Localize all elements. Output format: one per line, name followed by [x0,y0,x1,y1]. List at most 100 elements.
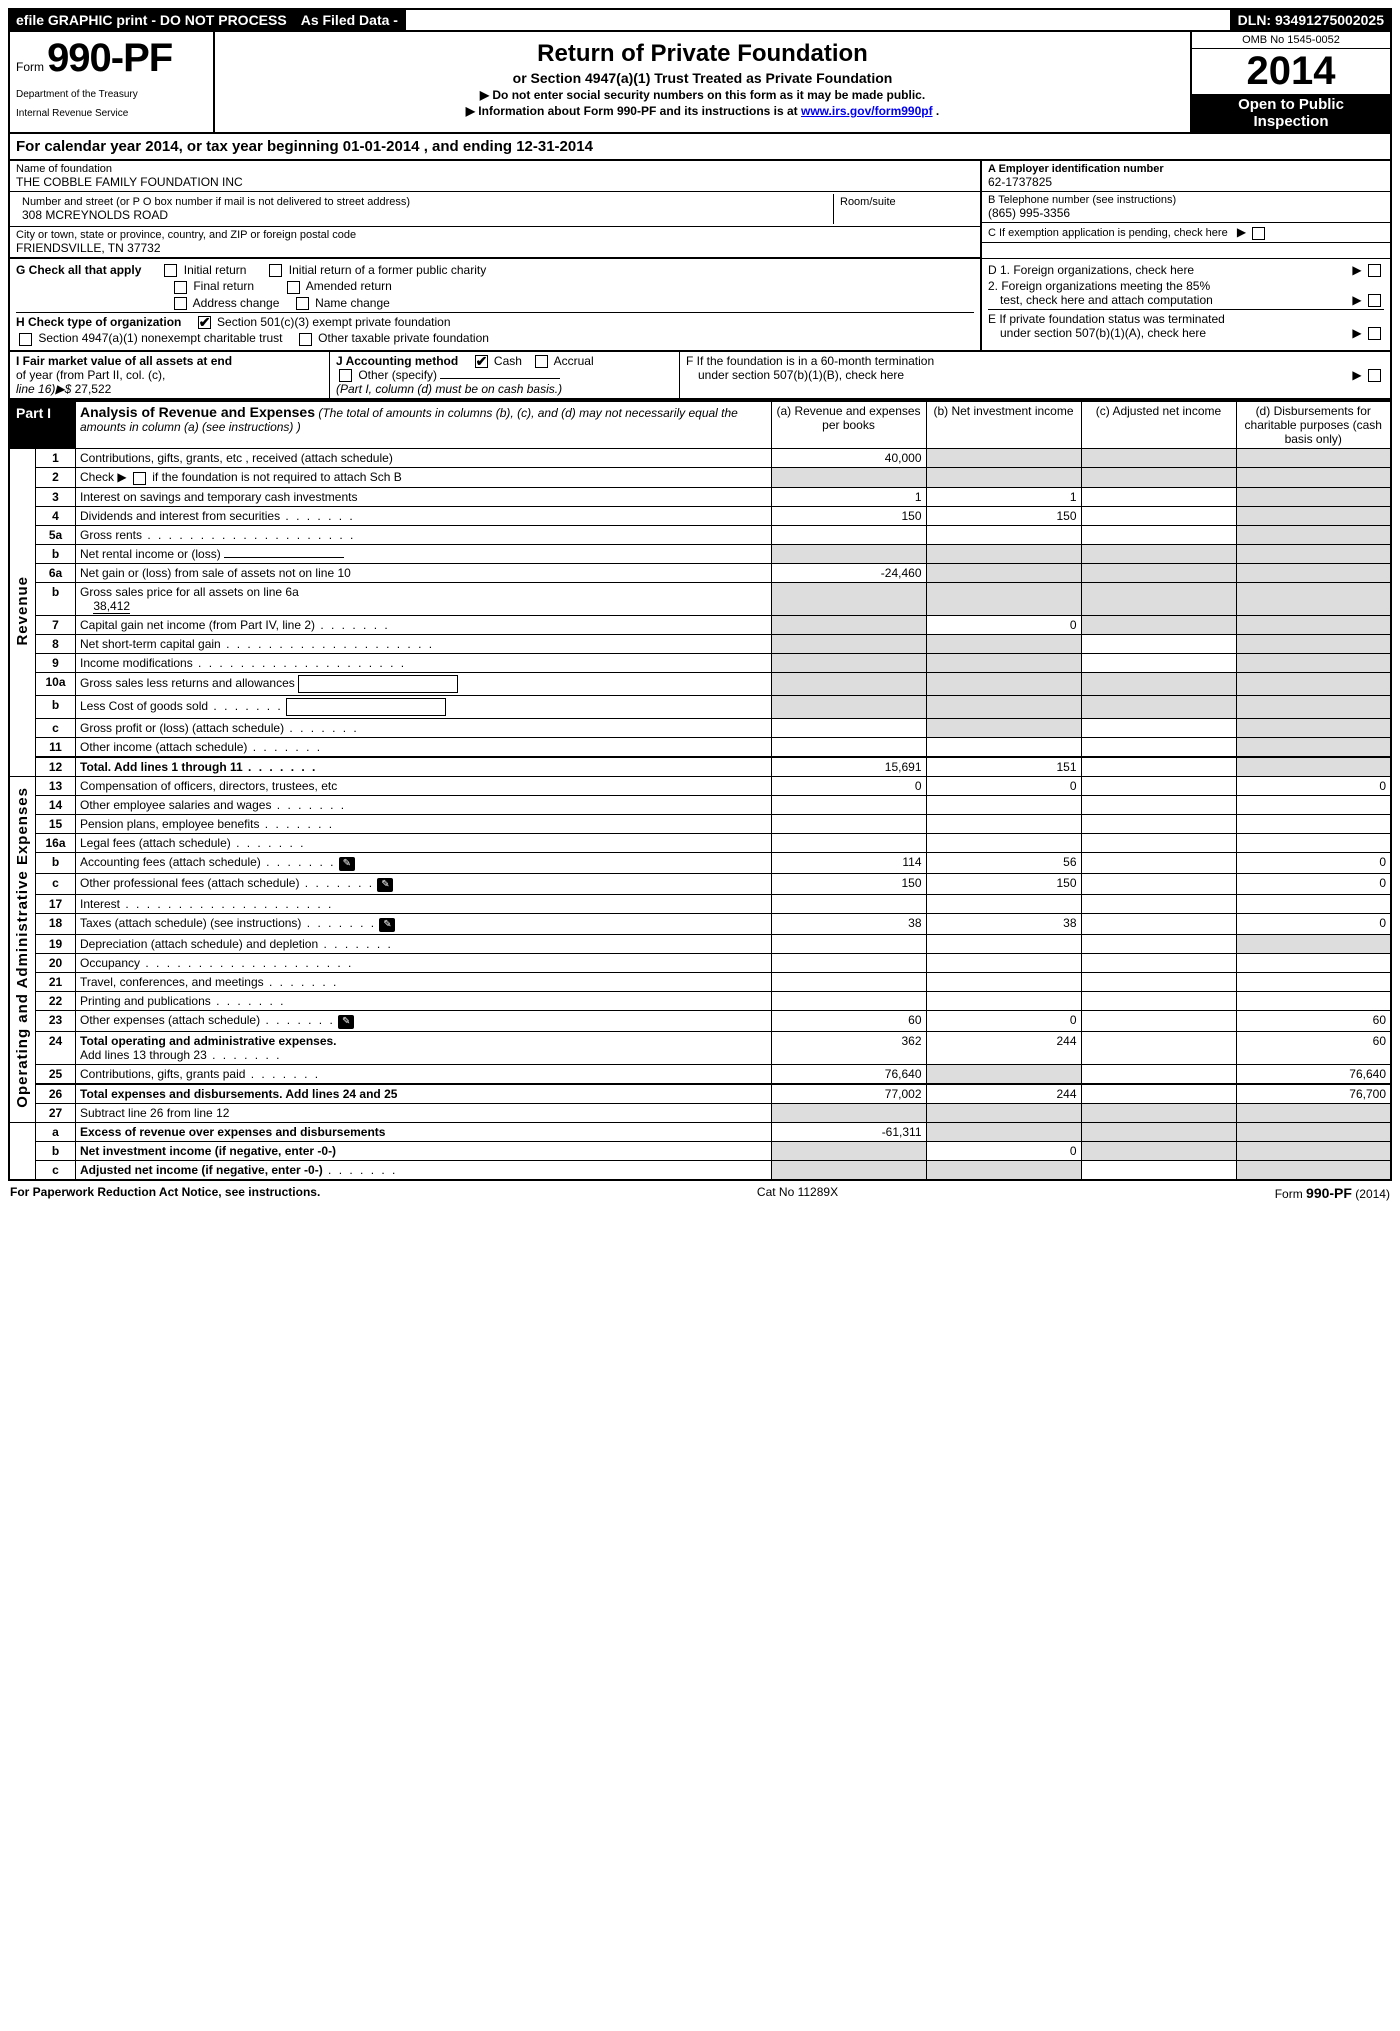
col-b-header: (b) Net investment income [926,401,1081,449]
line-19: 19Depreciation (attach schedule) and dep… [9,934,1391,953]
line-2: 2 Check ▶ if the foundation is not requi… [9,468,1391,487]
line-17: 17Interest [9,894,1391,913]
checkbox-e[interactable] [1368,327,1381,340]
form-subtitle: or Section 4947(a)(1) Trust Treated as P… [221,70,1184,86]
city-row: City or town, state or province, country… [10,227,980,258]
section-f: F If the foundation is in a 60-month ter… [680,352,1390,399]
col-d-header: (d) Disbursements for charitable purpose… [1236,401,1391,449]
line-7: 7Capital gain net income (from Part IV, … [9,615,1391,634]
line-6a: 6aNet gain or (loss) from sale of assets… [9,563,1391,582]
section-j: J Accounting method Cash Accrual Other (… [330,352,680,399]
col-c-header: (c) Adjusted net income [1081,401,1236,449]
tax-year: 2014 [1192,49,1390,94]
top-bar: efile GRAPHIC print - DO NOT PROCESS As … [8,8,1392,32]
dln-label: DLN: 93491275002025 [1232,10,1390,30]
section-i: I Fair market value of all assets at end… [10,352,330,399]
line-26: 26Total expenses and disbursements. Add … [9,1084,1391,1104]
line-12: 12Total. Add lines 1 through 11 15,69115… [9,757,1391,777]
line-13: Operating and Administrative Expenses 13… [9,776,1391,795]
attachment-icon[interactable]: ✎ [339,857,355,871]
ssn-warning: ▶ Do not enter social security numbers o… [221,88,1184,102]
g-row: G Check all that apply Initial return In… [16,263,974,277]
page-footer: For Paperwork Reduction Act Notice, see … [8,1181,1392,1205]
d2-row: 2. Foreign organizations meeting the 85%… [988,279,1384,307]
line-16c: cOther professional fees (attach schedul… [9,873,1391,894]
checkbox-other-taxable[interactable] [299,333,312,346]
attachment-icon[interactable]: ✎ [338,1015,354,1029]
checkbox-cash[interactable] [475,355,488,368]
info-line: ▶ Information about Form 990-PF and its … [221,104,1184,118]
header-right: OMB No 1545-0052 2014 Open to Public Ins… [1190,32,1390,132]
line-24: 24Total operating and administrative exp… [9,1031,1391,1064]
checkbox-address[interactable] [174,297,187,310]
attachment-icon[interactable]: ✎ [379,918,395,932]
checkbox-d2[interactable] [1368,294,1381,307]
line-5a: 5aGross rents [9,525,1391,544]
form-title: Return of Private Foundation [221,40,1184,68]
checkbox-initial-former[interactable] [269,264,282,277]
line-8: 8Net short-term capital gain [9,634,1391,653]
footer-right: Form 990-PF (2014) [1275,1185,1390,1201]
check-section-gh: G Check all that apply Initial return In… [8,258,1392,352]
form-prefix: Form [16,60,44,74]
line-9: 9Income modifications [9,653,1391,672]
part1-label: Part I [9,401,76,449]
checkbox-f[interactable] [1368,369,1381,382]
checkbox-4947[interactable] [19,333,32,346]
checkbox-amended[interactable] [287,281,300,294]
part1-header-row: Part I Analysis of Revenue and Expenses … [9,401,1391,449]
line-22: 22Printing and publications [9,991,1391,1010]
dept-treasury: Department of the Treasury [16,89,207,100]
entity-block: Name of foundation THE COBBLE FAMILY FOU… [8,161,1392,258]
expenses-side-label: Operating and Administrative Expenses [9,776,36,1122]
line-21: 21Travel, conferences, and meetings [9,972,1391,991]
form-number: 990-PF [47,36,172,80]
footer-left: For Paperwork Reduction Act Notice, see … [10,1185,320,1201]
checkbox-501c3[interactable] [198,316,211,329]
line-11: 11Other income (attach schedule) [9,737,1391,757]
checkbox-final[interactable] [174,281,187,294]
form-id-box: Form 990-PF Department of the Treasury I… [10,32,215,132]
omb-number: OMB No 1545-0052 [1192,32,1390,49]
header-block: Form 990-PF Department of the Treasury I… [8,32,1392,134]
col-a-header: (a) Revenue and expenses per books [771,401,926,449]
foundation-name-row: Name of foundation THE COBBLE FAMILY FOU… [10,161,980,192]
checkbox-accrual[interactable] [535,355,548,368]
info-link[interactable]: www.irs.gov/form990pf [801,104,933,118]
line-16a: 16aLegal fees (attach schedule) [9,833,1391,852]
line-20: 20Occupancy [9,953,1391,972]
line-27a: aExcess of revenue over expenses and dis… [9,1122,1391,1141]
revenue-side-label: Revenue [9,449,36,776]
checkbox-schb[interactable] [133,472,146,485]
attachment-icon[interactable]: ✎ [377,878,393,892]
d1-row: D 1. Foreign organizations, check here ▶ [988,263,1384,277]
checkbox-name[interactable] [296,297,309,310]
info-pre: ▶ Information about Form 990-PF and its … [466,104,801,118]
e-row: E If private foundation status was termi… [988,309,1384,340]
checkbox-other-acct[interactable] [339,369,352,382]
footer-mid: Cat No 11289X [757,1185,838,1201]
open-public: Open to Public Inspection [1192,94,1390,132]
ijf-block: I Fair market value of all assets at end… [8,352,1392,401]
checkbox-initial[interactable] [164,264,177,277]
line-3: 3Interest on savings and temporary cash … [9,487,1391,506]
part1-table: Part I Analysis of Revenue and Expenses … [8,400,1392,1180]
calendar-year-row: For calendar year 2014, or tax year begi… [8,134,1392,161]
line-27c: cAdjusted net income (if negative, enter… [9,1160,1391,1180]
line-4: 4Dividends and interest from securities … [9,506,1391,525]
checkbox-d1[interactable] [1368,264,1381,277]
line-27: 27Subtract line 26 from line 12 [9,1103,1391,1122]
dept-irs: Internal Revenue Service [16,108,207,119]
address-row: Number and street (or P O box number if … [10,192,980,227]
phone-row: B Telephone number (see instructions) (8… [982,192,1390,223]
line-10a: 10aGross sales less returns and allowanc… [9,672,1391,695]
line-25: 25Contributions, gifts, grants paid76,64… [9,1064,1391,1084]
h-row: H Check type of organization Section 501… [16,312,974,329]
line-23: 23Other expenses (attach schedule) ✎6006… [9,1010,1391,1031]
part1-title-cell: Analysis of Revenue and Expenses (The to… [76,401,772,449]
efile-label: efile GRAPHIC print - DO NOT PROCESS [10,10,295,30]
line-15: 15Pension plans, employee benefits [9,814,1391,833]
checkbox-c[interactable] [1252,227,1265,240]
line-16b: bAccounting fees (attach schedule) ✎1145… [9,852,1391,873]
line-27b: bNet investment income (if negative, ent… [9,1141,1391,1160]
